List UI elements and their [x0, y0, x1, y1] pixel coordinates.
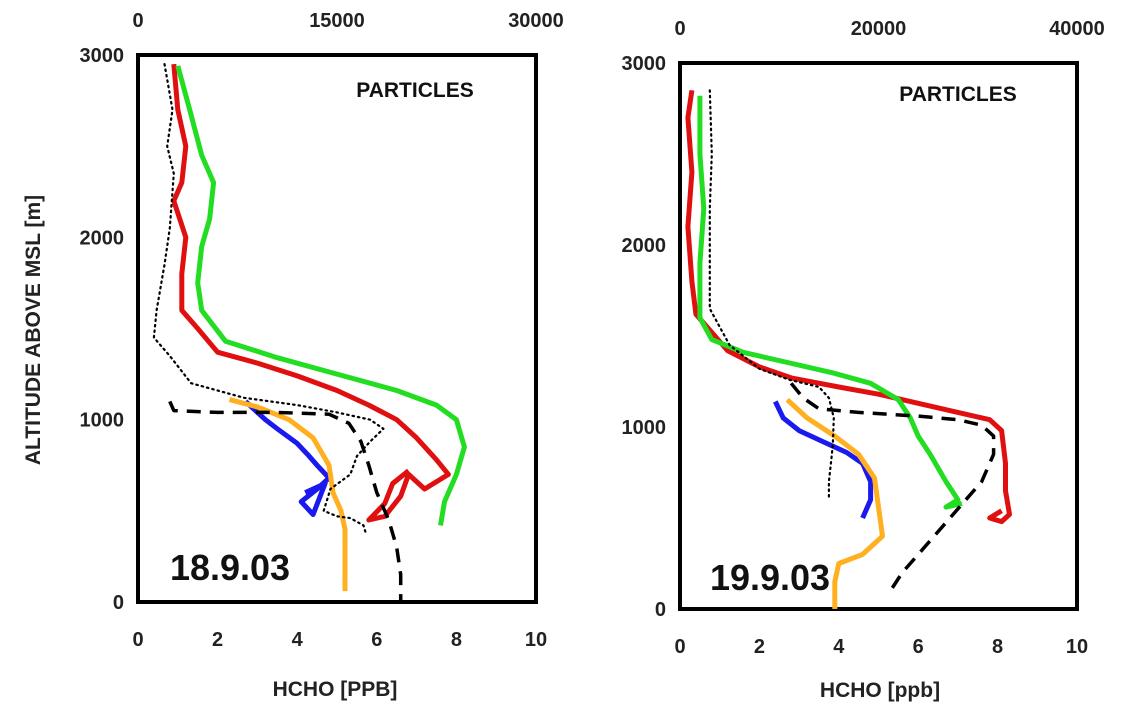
y-tick-label-right-1000: 1000 — [622, 417, 667, 439]
x-tick-label-right-4: 4 — [833, 636, 845, 658]
top-tick-label-left-15000: 15000 — [309, 10, 365, 32]
top-tick-labels-left: 0 15000 30000 — [132, 10, 563, 32]
x-tick-label-right-0: 0 — [674, 636, 685, 658]
date-label-right: 19.9.03 — [710, 557, 830, 598]
series-line-right-1 — [685, 89, 1012, 525]
y-tick-label-left-1000: 1000 — [80, 410, 125, 432]
x-tick-label-left-2: 2 — [212, 629, 223, 651]
x-tick-label-right-10: 10 — [1066, 636, 1088, 658]
x-axis-title-right: HCHO [ppb] — [820, 679, 940, 702]
y-tick-label-right-2000: 2000 — [622, 235, 667, 257]
series-line-right-5 — [708, 89, 835, 501]
top-tick-label-left-0: 0 — [132, 10, 143, 32]
x-tick-labels-left: 0 2 4 6 8 10 — [132, 629, 547, 651]
x-tick-label-right-6: 6 — [913, 636, 924, 658]
top-tick-label-left-30000: 30000 — [508, 10, 564, 32]
series-line-right-6 — [789, 382, 996, 592]
particles-label-left: PARTICLES — [356, 79, 473, 102]
series-line-left-4 — [228, 397, 348, 592]
chart-panel-right: HCHO [ppb] PARTICLES 19.9.03 0 2 4 6 8 10 0 10… — [622, 18, 1105, 702]
series-line-left-2 — [175, 65, 467, 526]
y-tick-labels-left: 0 1000 2000 3000 — [80, 45, 125, 614]
series-line-right-4 — [785, 397, 885, 609]
x-tick-label-left-6: 6 — [371, 629, 382, 651]
particles-label-right: PARTICLES — [899, 83, 1016, 106]
y-tick-label-left-3000: 3000 — [80, 45, 125, 67]
x-tick-label-left-4: 4 — [292, 629, 304, 651]
y-tick-label-right-3000: 3000 — [622, 53, 667, 75]
y-tick-label-right-0: 0 — [655, 599, 666, 621]
series-line-left-6 — [168, 400, 403, 602]
date-label-left: 18.9.03 — [170, 547, 290, 588]
y-axis-title-left: ALTITUDE ABOVE MSL [m] — [22, 195, 45, 465]
top-tick-label-right-0: 0 — [674, 18, 685, 40]
y-tick-label-left-0: 0 — [113, 592, 124, 614]
series-line-left-3 — [243, 399, 332, 517]
x-tick-label-right-2: 2 — [754, 636, 765, 658]
series-layer-right — [685, 89, 1012, 609]
plot-frame-left — [136, 53, 538, 604]
plot-frame-right — [678, 61, 1079, 611]
series-line-right-3 — [773, 400, 874, 520]
top-tick-label-right-20000: 20000 — [851, 18, 907, 40]
top-tick-label-right-40000: 40000 — [1049, 18, 1105, 40]
series-layer-left — [152, 62, 467, 602]
x-tick-label-left-8: 8 — [451, 629, 462, 651]
series-line-right-2 — [697, 95, 963, 510]
x-tick-label-left-10: 10 — [525, 629, 547, 651]
top-tick-labels-right: 0 20000 40000 — [674, 18, 1104, 40]
x-tick-labels-right: 0 2 4 6 8 10 — [674, 636, 1088, 658]
x-tick-label-left-0: 0 — [132, 629, 143, 651]
y-tick-label-left-2000: 2000 — [80, 227, 125, 249]
series-line-left-5 — [152, 62, 385, 536]
y-tick-labels-right: 0 1000 2000 3000 — [622, 53, 667, 621]
x-tick-label-right-8: 8 — [992, 636, 1003, 658]
x-axis-title-left: HCHO [PPB] — [273, 678, 398, 701]
chart-panel-left: ALTITUDE ABOVE MSL [m] HCHO [PPB] PARTIC… — [22, 10, 564, 701]
